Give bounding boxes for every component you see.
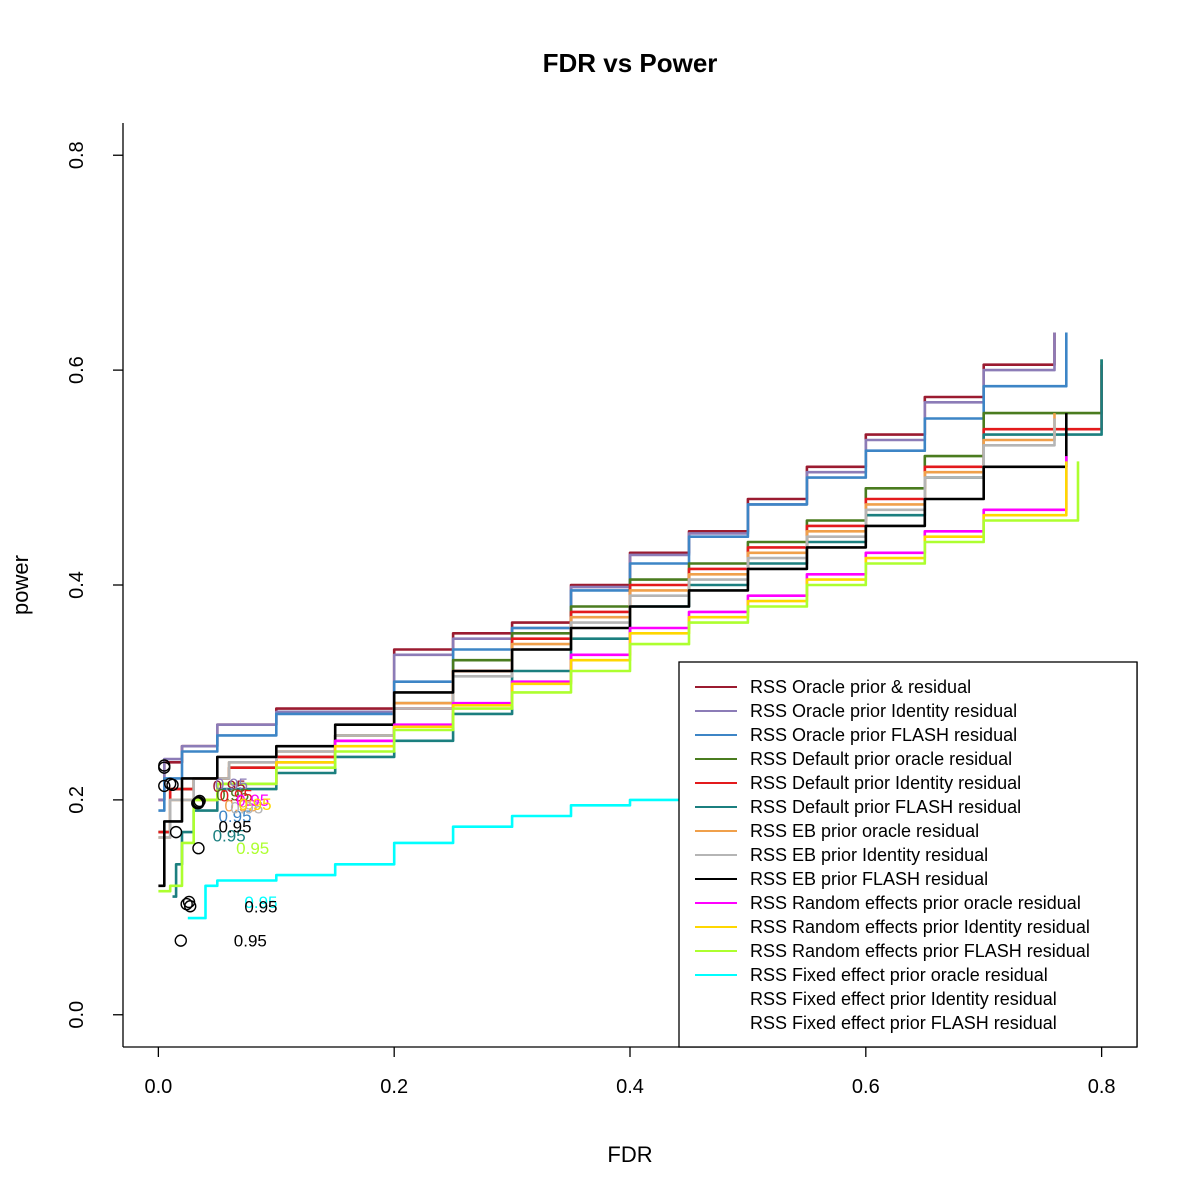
threshold-marker-2 — [158, 779, 171, 793]
x-tick-label: 0.0 — [144, 1076, 172, 1098]
y-tick-label: 0.6 — [66, 356, 88, 384]
legend-label-0: RSS Oracle prior & residual — [750, 677, 971, 697]
threshold-label-2: 0.95 — [218, 807, 251, 826]
legend-label-5: RSS Default prior FLASH residual — [750, 797, 1021, 817]
threshold-marker-1 — [158, 761, 171, 774]
threshold-label-0: 0.95 — [213, 777, 246, 796]
threshold-label-12: 0.95 — [244, 893, 277, 912]
y-tick-label: 0.2 — [66, 786, 88, 814]
x-tick-label: 0.6 — [852, 1076, 880, 1098]
x-tick-label: 0.4 — [616, 1076, 644, 1098]
threshold-label-13: 0.95 — [244, 897, 277, 916]
legend-label-6: RSS EB prior oracle residual — [750, 821, 979, 841]
threshold-label-11: 0.95 — [236, 839, 269, 858]
legend-label-11: RSS Random effects prior FLASH residual — [750, 941, 1090, 961]
threshold-marker-10 — [193, 794, 206, 808]
legend: RSS Oracle prior & residual RSS Oracle pr… — [678, 661, 1138, 1048]
legend-box — [678, 661, 1138, 1048]
threshold-marker-11 — [192, 842, 205, 855]
threshold-label-6: 0.95 — [224, 796, 257, 815]
legend-label-13: RSS Fixed effect prior Identity residual — [750, 989, 1057, 1009]
threshold-marker-13 — [184, 900, 197, 913]
series-line-8 — [158, 413, 1068, 888]
threshold-label-1: 0.95 — [215, 775, 248, 794]
threshold-label-7: 0.95 — [230, 798, 263, 817]
chart-title: FDR vs Power — [543, 48, 718, 78]
legend-label-12: RSS Fixed effect prior oracle residual — [750, 965, 1048, 985]
threshold-marker-5 — [169, 825, 183, 839]
threshold-label-9: 0.95 — [236, 791, 269, 810]
x-tick-label: 0.2 — [380, 1076, 408, 1098]
series-line-2 — [158, 332, 1068, 812]
legend-label-4: RSS Default prior Identity residual — [750, 773, 1021, 793]
threshold-marker-4 — [166, 778, 179, 792]
y-tick-label: 0.8 — [66, 141, 88, 169]
threshold-label-4: 0.95 — [220, 787, 253, 806]
threshold-layer: 0.950.950.950.950.950.950.950.950.950.95… — [158, 759, 277, 951]
legend-label-8: RSS EB prior FLASH residual — [750, 869, 988, 889]
legend-label-10: RSS Random effects prior Identity residu… — [750, 917, 1090, 937]
legend-label-2: RSS Oracle prior FLASH residual — [750, 725, 1017, 745]
legend-label-3: RSS Default prior oracle residual — [750, 749, 1012, 769]
x-tick-label: 0.8 — [1088, 1076, 1116, 1098]
threshold-label-14: 0.95 — [234, 932, 267, 951]
legend-label-7: RSS EB prior Identity residual — [750, 845, 988, 865]
y-tick-label: 0.4 — [66, 571, 88, 599]
threshold-label-8: 0.95 — [218, 818, 251, 837]
threshold-label-5: 0.95 — [213, 826, 246, 845]
axes: 0.0 0.2 0.4 0.6 0.8 0.0 0.2 0.4 0.6 0.8 — [66, 123, 1138, 1098]
y-tick-label: 0.0 — [66, 1001, 88, 1029]
threshold-label-10: 0.95 — [239, 795, 272, 814]
legend-label-1: RSS Oracle prior Identity residual — [750, 701, 1017, 721]
legend-label-9: RSS Random effects prior oracle residual — [750, 893, 1081, 913]
legend-label-14: RSS Fixed effect prior FLASH residual — [750, 1013, 1057, 1033]
y-axis-title: power — [8, 555, 33, 615]
threshold-marker-14 — [174, 934, 187, 947]
threshold-label-3: 0.95 — [216, 786, 249, 805]
x-axis-title: FDR — [607, 1142, 652, 1167]
